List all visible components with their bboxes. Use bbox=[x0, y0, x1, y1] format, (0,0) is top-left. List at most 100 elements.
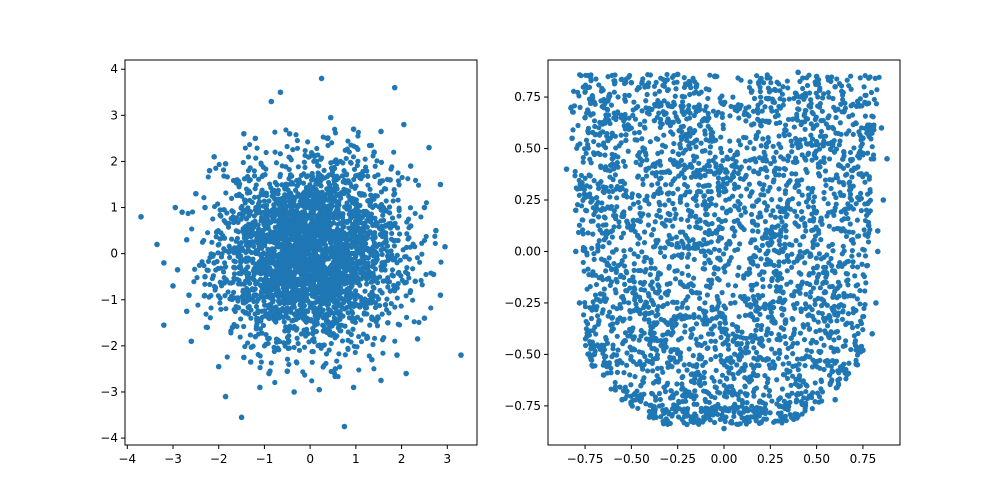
left-cloud-point bbox=[263, 166, 269, 172]
right-cloud-point bbox=[856, 252, 862, 258]
right-cloud-point bbox=[843, 321, 849, 328]
left-data-point bbox=[247, 359, 254, 365]
left-cloud-point bbox=[285, 345, 291, 351]
left-cloud-point bbox=[255, 176, 262, 182]
right-cloud-point bbox=[615, 347, 621, 353]
left-cloud-point bbox=[392, 237, 399, 244]
right-cloud-point bbox=[786, 96, 792, 102]
left-data-point bbox=[222, 393, 229, 400]
right-cloud-point bbox=[604, 130, 610, 137]
left-cloud-point bbox=[345, 310, 351, 316]
left-cloud-point bbox=[411, 319, 417, 325]
left-cloud-point bbox=[305, 154, 312, 160]
left-cloud-point bbox=[282, 193, 288, 199]
left-cloud-point bbox=[247, 177, 253, 183]
left-cloud-point bbox=[313, 181, 319, 187]
left-cloud-point bbox=[378, 159, 385, 165]
right-cloud-point bbox=[776, 81, 782, 87]
left-cloud-point bbox=[206, 294, 212, 300]
left-cloud-point bbox=[344, 189, 350, 195]
left-cloud-point bbox=[220, 269, 227, 275]
left-data-point bbox=[172, 204, 179, 211]
right-cloud-point bbox=[776, 186, 782, 192]
left-data-point bbox=[204, 324, 211, 331]
right-cloud-point bbox=[803, 388, 809, 395]
right-cloud-point bbox=[790, 351, 796, 357]
right-cloud-point bbox=[814, 274, 821, 280]
left-cloud-point bbox=[326, 248, 332, 255]
right-cloud-point bbox=[624, 218, 630, 224]
right-cloud-point bbox=[756, 171, 762, 177]
right-cloud-point bbox=[621, 248, 627, 254]
right-cloud-point bbox=[782, 241, 788, 247]
left-cloud-point bbox=[399, 174, 405, 181]
left-cloud-point bbox=[344, 147, 350, 153]
right-cloud-point bbox=[658, 294, 664, 301]
left-cloud-point bbox=[248, 315, 254, 321]
left-cloud-point bbox=[229, 195, 235, 201]
left-cloud-point bbox=[293, 194, 299, 200]
right-cloud-point bbox=[664, 331, 670, 337]
left-cloud-point bbox=[318, 183, 324, 189]
left-cloud-point bbox=[289, 318, 295, 324]
right-cloud-point bbox=[808, 97, 814, 103]
left-cloud-point bbox=[371, 335, 378, 341]
left-cloud-point bbox=[300, 180, 307, 186]
right-cloud-point bbox=[862, 201, 868, 207]
left-cloud-point bbox=[261, 283, 267, 289]
left-cloud-point bbox=[353, 279, 359, 285]
left-cloud-point bbox=[309, 378, 315, 384]
left-cloud-point bbox=[241, 210, 247, 216]
left-cloud-point bbox=[294, 137, 300, 144]
left-cloud-point bbox=[335, 287, 341, 294]
left-cloud-point bbox=[261, 343, 268, 349]
right-cloud-point bbox=[796, 270, 802, 276]
left-cloud-point bbox=[346, 204, 352, 210]
right-cloud-point bbox=[743, 335, 750, 342]
right-cloud-point bbox=[591, 138, 597, 145]
left-data-point bbox=[407, 163, 414, 169]
left-cloud-point bbox=[269, 292, 275, 298]
right-cloud-point bbox=[627, 205, 633, 211]
left-cloud-point bbox=[382, 267, 388, 273]
right-cloud-point bbox=[608, 183, 614, 190]
left-cloud-point bbox=[379, 178, 386, 184]
left-data-point bbox=[385, 320, 391, 326]
left-cloud-point bbox=[259, 330, 265, 336]
right-cloud-point bbox=[835, 368, 841, 374]
left-cloud-point bbox=[308, 266, 314, 272]
right-cloud-point bbox=[804, 82, 811, 89]
left-cloud-point bbox=[394, 295, 400, 301]
left-cloud-point bbox=[346, 300, 353, 306]
left-data-point bbox=[371, 149, 377, 156]
left-cloud-point bbox=[280, 212, 286, 219]
left-cloud-point bbox=[299, 193, 305, 199]
left-cloud-point bbox=[248, 233, 254, 240]
right-cloud-point bbox=[755, 372, 761, 378]
left-cloud-point bbox=[254, 321, 260, 327]
left-cloud-point bbox=[343, 288, 349, 295]
left-cloud-point bbox=[357, 219, 364, 226]
right-cloud-point bbox=[781, 97, 787, 103]
left-cloud-point bbox=[238, 316, 244, 322]
left-cloud-point bbox=[330, 297, 336, 304]
right-cloud-point bbox=[790, 316, 796, 322]
left-data-point bbox=[206, 167, 213, 174]
right-cloud-point bbox=[631, 99, 637, 105]
left-cloud-point bbox=[325, 255, 331, 261]
right-cloud-point bbox=[862, 92, 868, 98]
right-cloud-point bbox=[686, 224, 692, 230]
left-cloud-point bbox=[237, 264, 244, 270]
left-data-point bbox=[257, 384, 263, 391]
left-cloud-point bbox=[337, 220, 343, 226]
right-cloud-point bbox=[662, 202, 668, 208]
right-cloud-point bbox=[806, 72, 812, 78]
right-cloud-point bbox=[768, 212, 774, 218]
right-cloud-point bbox=[762, 218, 768, 225]
left-data-point bbox=[211, 260, 217, 266]
left-cloud-point bbox=[215, 250, 221, 256]
left-cloud-point bbox=[386, 204, 393, 210]
right-cloud-point bbox=[843, 270, 849, 277]
right-cloud-point bbox=[605, 138, 611, 144]
